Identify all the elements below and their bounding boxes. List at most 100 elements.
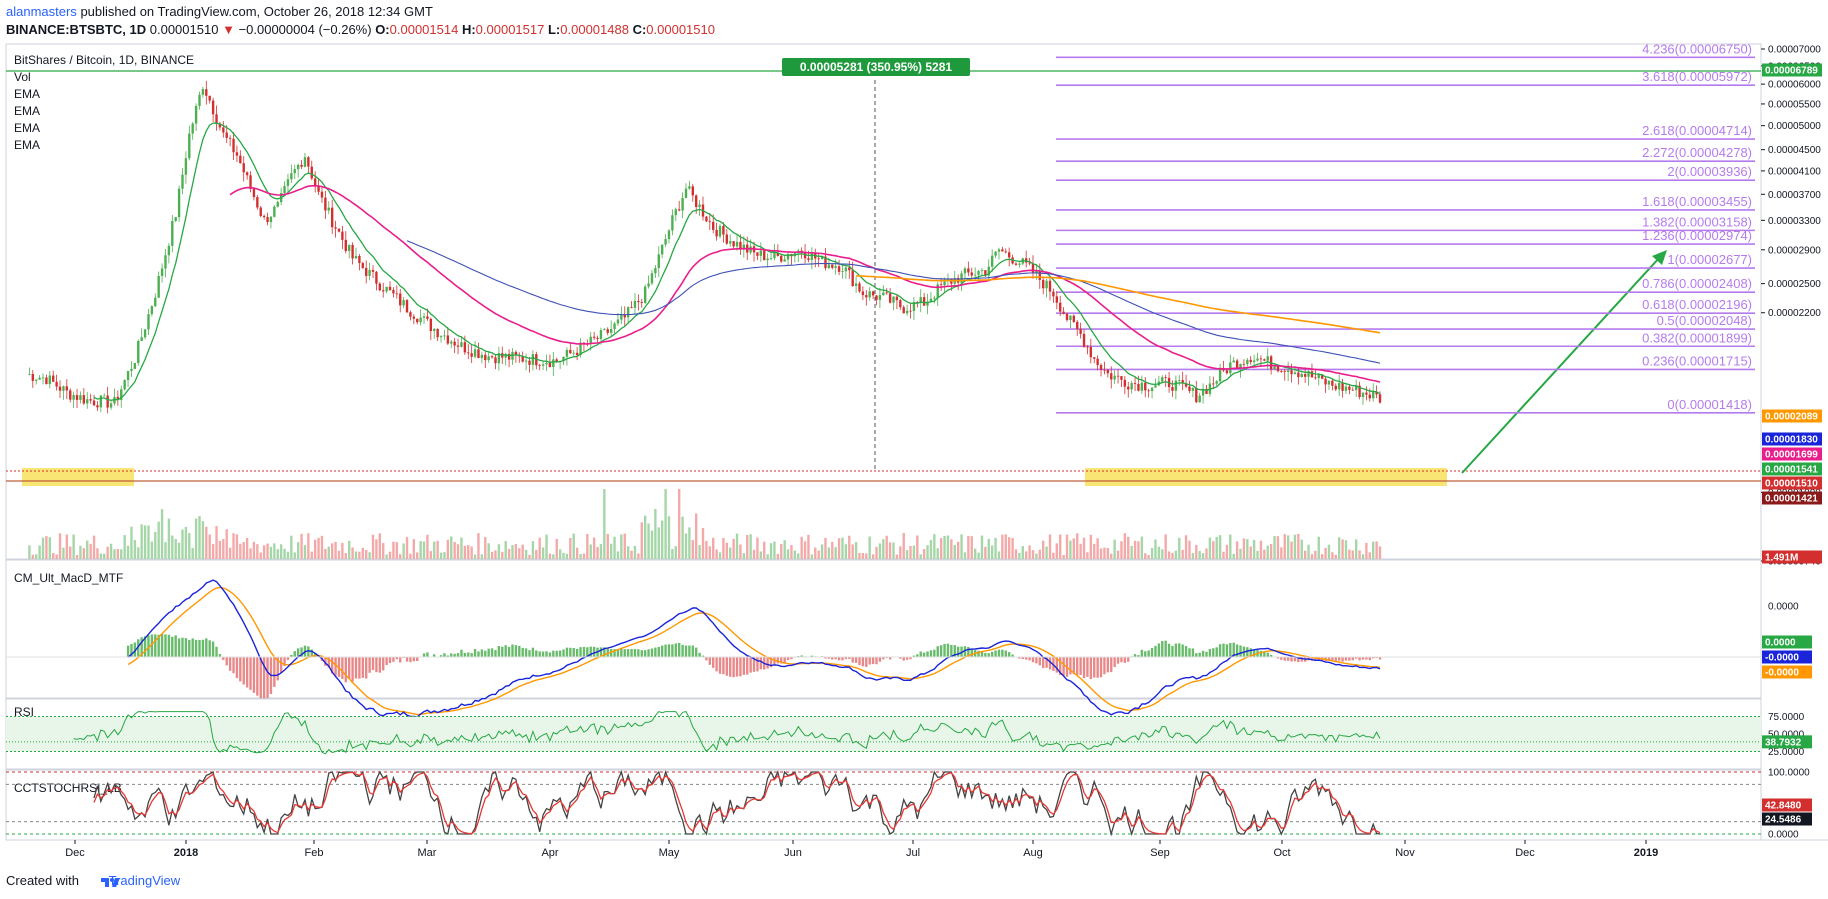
macd-hist-bar: [365, 657, 368, 679]
volume-bar: [1076, 533, 1079, 559]
candle-body: [436, 328, 439, 338]
macd-hist-bar: [1252, 649, 1256, 657]
volume-bar: [103, 553, 106, 559]
candle-body: [334, 227, 337, 229]
candle-body: [1225, 370, 1229, 374]
volume-bar: [1181, 549, 1184, 559]
candle-body: [385, 286, 388, 292]
macd-hist-bar: [541, 651, 545, 657]
candle-body: [320, 191, 324, 198]
author-link[interactable]: alanmasters: [6, 4, 77, 19]
price-tag-label: 0.00001421: [1765, 494, 1818, 505]
macd-hist-bar: [225, 657, 228, 666]
candle-body: [511, 351, 514, 360]
ema-mid-line[interactable]: [229, 185, 1381, 383]
candle-body: [868, 291, 871, 298]
volume-bar: [1096, 538, 1099, 559]
macd-hist-bar: [147, 635, 150, 657]
macd-hist-bar: [164, 634, 167, 657]
volume-bar: [783, 540, 786, 559]
candle-body: [490, 356, 494, 358]
volume-bar: [902, 533, 905, 559]
volume-bar: [453, 541, 456, 559]
fib-level-label: 0.5(0.00002048): [1657, 313, 1752, 328]
macd-hist-bar: [1028, 657, 1031, 661]
candle-body: [1123, 379, 1127, 387]
volume-bar: [313, 539, 317, 559]
macd-hist-bar: [266, 657, 269, 699]
volume-bar: [354, 551, 358, 559]
ema-slow-line[interactable]: [406, 240, 1381, 364]
candle-body: [1327, 380, 1331, 385]
macd-hist-bar: [677, 642, 681, 657]
candle-body: [637, 300, 640, 303]
indicator-tag-label: 38.7932: [1765, 737, 1802, 748]
macd-hist-bar: [800, 655, 803, 657]
candle-body: [382, 290, 385, 292]
volume-bar: [184, 526, 188, 559]
volume-bar: [1283, 534, 1286, 559]
footer-brand-link[interactable]: TradingView: [108, 873, 181, 888]
candle-body: [1273, 366, 1276, 370]
volume-bar: [501, 551, 504, 559]
ema-200-line[interactable]: [856, 275, 1381, 334]
macd-hist-bar: [174, 635, 177, 657]
macd-hist-bar: [630, 649, 633, 657]
macd-hist-bar: [790, 657, 793, 660]
fib-extension[interactable]: 4.236(0.00006750) 3.618(0.00005972) 2.618(…: [1056, 41, 1755, 414]
candle-body: [1252, 360, 1256, 363]
macd-hist-bar: [586, 647, 589, 657]
macd-hist-bar: [286, 657, 290, 660]
macd-hist-bar: [215, 646, 218, 657]
candle-body: [1069, 315, 1072, 321]
volume-bar: [337, 550, 341, 559]
macd-hist-bar: [725, 657, 729, 676]
candle-body: [327, 207, 330, 211]
volume-bar: [341, 542, 344, 559]
candle-body: [980, 270, 984, 272]
volume-bar: [990, 545, 994, 559]
macd-hist-bar: [184, 638, 188, 657]
stoch-pane-title[interactable]: CCTSTOCHRSI_LB: [14, 781, 122, 795]
macd-hist-bar: [348, 657, 351, 679]
fib-level-label: 1.382(0.00003158): [1642, 214, 1752, 229]
time-axis[interactable]: Dec 2018 Feb Mar Apr May Jun Jul Aug Sep Oct Nov Dec…: [65, 840, 1658, 859]
ema-fast-line[interactable]: [93, 122, 1381, 401]
indicator-ema-2[interactable]: EMA: [14, 104, 40, 118]
indicator-ema-4[interactable]: EMA: [14, 138, 40, 152]
rsi-pane-title[interactable]: RSI: [14, 705, 34, 719]
volume-bar: [552, 554, 555, 559]
indicator-ema-3[interactable]: EMA: [14, 121, 40, 135]
macd-hist-bar: [664, 644, 667, 657]
macd-pane-title[interactable]: CM_Ult_MacD_MTF: [14, 571, 123, 585]
macd-hist-bar: [330, 657, 334, 674]
volume-bar: [956, 541, 960, 559]
indicator-ema-1[interactable]: EMA: [14, 87, 40, 101]
candle-body: [851, 270, 854, 287]
candle-body: [671, 215, 674, 231]
candle-body: [154, 297, 157, 307]
volume-bar: [177, 542, 181, 559]
measure-label[interactable]: 0.00005281 (350.95%) 5281: [782, 58, 970, 76]
volume-bar: [327, 546, 330, 559]
macd-hist-bar: [1086, 657, 1089, 677]
volume-bar: [1127, 536, 1130, 559]
macd-hist-bar: [201, 639, 205, 657]
volume-bar: [1001, 534, 1004, 559]
macd-hist-bar: [1188, 648, 1191, 657]
volume-bar: [1007, 537, 1011, 559]
volume-bar: [565, 553, 569, 559]
candle-body: [341, 231, 344, 240]
volume-bar: [191, 547, 194, 559]
volume-bar: [1113, 539, 1116, 559]
volume-bar: [1341, 539, 1344, 559]
indicator-vol[interactable]: Vol: [14, 70, 31, 84]
time-axis-label: 2019: [1634, 847, 1658, 859]
volume-bar: [926, 545, 929, 559]
macd-hist-bar: [1062, 657, 1065, 676]
projection-arrow-line[interactable]: [1461, 256, 1661, 474]
candle-body: [643, 286, 647, 303]
volume-bar: [456, 544, 460, 559]
volume-bar: [208, 534, 211, 559]
